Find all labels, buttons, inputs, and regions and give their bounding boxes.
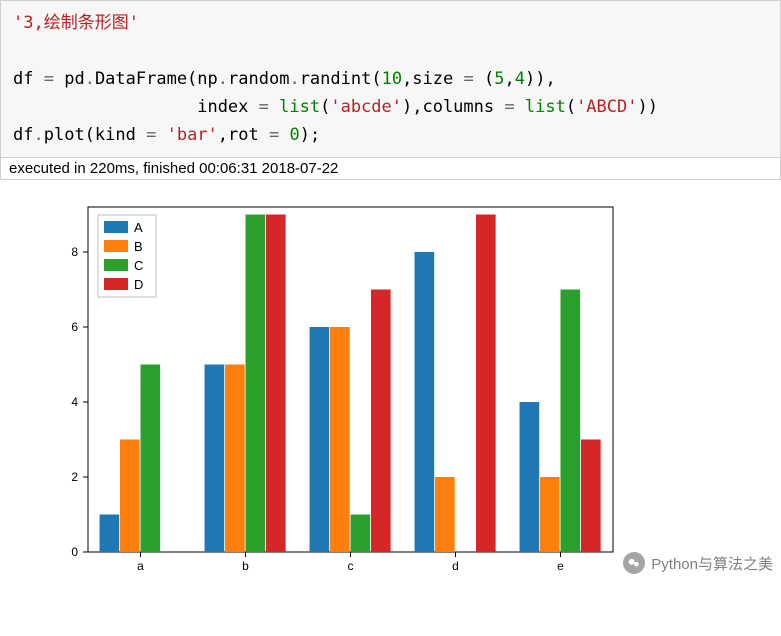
code-token: ); bbox=[300, 125, 320, 145]
bar bbox=[476, 215, 496, 553]
legend-label: C bbox=[134, 258, 143, 273]
code-token: randint( bbox=[300, 69, 382, 89]
wechat-icon bbox=[623, 552, 645, 574]
code-token: = bbox=[44, 69, 54, 89]
code-token: , bbox=[504, 69, 514, 89]
legend-label: D bbox=[134, 277, 143, 292]
code-token: list bbox=[525, 97, 566, 117]
code-token: . bbox=[218, 69, 228, 89]
xtick-label: c bbox=[348, 559, 354, 573]
watermark-text: Python与算法之美 bbox=[651, 553, 773, 574]
bar bbox=[371, 290, 391, 553]
xtick-label: e bbox=[557, 559, 564, 573]
execution-status: executed in 220ms, finished 00:06:31 201… bbox=[0, 158, 781, 180]
ytick-label: 2 bbox=[71, 470, 78, 484]
xtick-label: a bbox=[137, 559, 144, 573]
bar bbox=[225, 365, 245, 553]
code-token bbox=[279, 125, 289, 145]
code-token: df bbox=[13, 125, 33, 145]
legend-swatch bbox=[104, 221, 128, 233]
chart-svg: 0 2 4 6 8 a b c d e ABCD bbox=[28, 192, 628, 592]
code-token: DataFrame(np bbox=[95, 69, 218, 89]
bar bbox=[246, 215, 266, 553]
ytick-label: 4 bbox=[71, 395, 78, 409]
bar bbox=[100, 515, 120, 553]
code-cell: '3,绘制条形图' df = pd.DataFrame(np.random.ra… bbox=[0, 0, 781, 158]
bar-chart: 0 2 4 6 8 a b c d e ABCD bbox=[28, 192, 628, 592]
bar bbox=[561, 290, 581, 553]
bar bbox=[141, 365, 161, 553]
bar bbox=[205, 365, 225, 553]
legend-swatch bbox=[104, 278, 128, 290]
code-token: plot(kind bbox=[44, 125, 146, 145]
legend-swatch bbox=[104, 240, 128, 252]
xtick-label: b bbox=[242, 559, 249, 573]
code-token: = bbox=[146, 125, 156, 145]
code-token: = bbox=[269, 125, 279, 145]
code-token: = bbox=[504, 97, 514, 117]
code-token: = bbox=[463, 69, 473, 89]
legend-swatch bbox=[104, 259, 128, 271]
code-token: 0 bbox=[289, 125, 299, 145]
bar bbox=[351, 515, 371, 553]
code-token: list bbox=[279, 97, 320, 117]
code-token: df bbox=[13, 69, 44, 89]
bar bbox=[120, 440, 140, 553]
ytick-label: 6 bbox=[71, 320, 78, 334]
code-token: ( bbox=[474, 69, 494, 89]
code-token: ( bbox=[320, 97, 330, 117]
code-token: ( bbox=[566, 97, 576, 117]
xtick-label: d bbox=[452, 559, 459, 573]
code-token: 4 bbox=[515, 69, 525, 89]
ytick-label: 8 bbox=[71, 245, 78, 259]
bar bbox=[520, 402, 540, 552]
code-token bbox=[156, 125, 166, 145]
code-token: )) bbox=[637, 97, 657, 117]
bar bbox=[581, 440, 601, 553]
code-token: 'abcde' bbox=[330, 97, 402, 117]
output-area: 0 2 4 6 8 a b c d e ABCD Python与算法之美 bbox=[0, 180, 781, 592]
code-token: ,size bbox=[402, 69, 463, 89]
code-token: 5 bbox=[494, 69, 504, 89]
ytick-label: 0 bbox=[71, 545, 78, 559]
bar bbox=[330, 327, 350, 552]
bar bbox=[540, 477, 560, 552]
code-token: . bbox=[85, 69, 95, 89]
legend-label: A bbox=[134, 220, 143, 235]
legend-label: B bbox=[134, 239, 143, 254]
code-token: = bbox=[259, 97, 269, 117]
code-token: ),columns bbox=[402, 97, 504, 117]
code-token: )), bbox=[525, 69, 556, 89]
code-token: 'ABCD' bbox=[576, 97, 637, 117]
bar bbox=[266, 215, 286, 553]
code-token bbox=[515, 97, 525, 117]
code-token: index bbox=[13, 97, 259, 117]
code-token: pd bbox=[54, 69, 85, 89]
code-token: ,rot bbox=[218, 125, 269, 145]
code-token bbox=[269, 97, 279, 117]
code-token: 10 bbox=[382, 69, 402, 89]
watermark: Python与算法之美 bbox=[623, 552, 773, 574]
bar bbox=[435, 477, 455, 552]
code-token: 'bar' bbox=[167, 125, 218, 145]
code-token: '3,绘制条形图' bbox=[13, 13, 139, 33]
code-token: . bbox=[289, 69, 299, 89]
code-token: random bbox=[228, 69, 289, 89]
bar bbox=[310, 327, 330, 552]
bar bbox=[415, 252, 435, 552]
code-token: . bbox=[33, 125, 43, 145]
